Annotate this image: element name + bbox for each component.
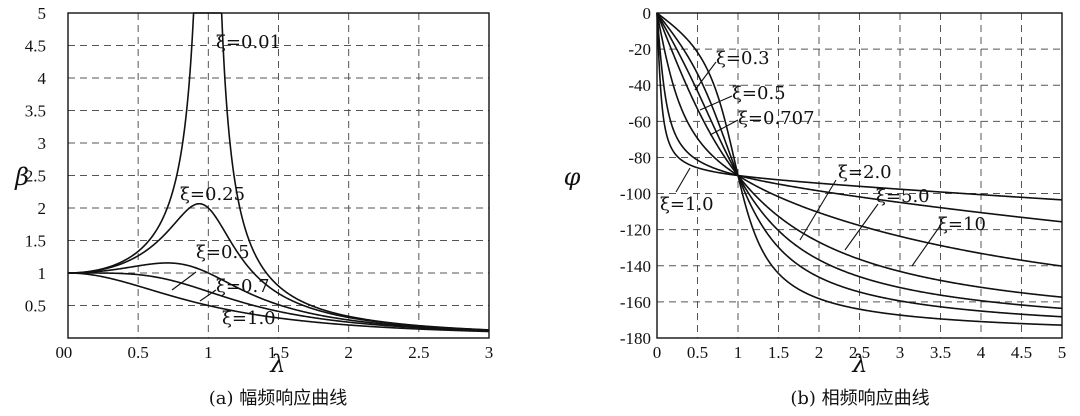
- amplitude-y-tick-labels: 0.5 1 1.5 2 2.5 3 3.5 4 4.5 5: [25, 4, 47, 316]
- amplitude-curve-xi-1: [68, 272, 490, 333]
- phase-curve-xi-0-707: [656, 12, 1063, 310]
- y-tick-label-3: 3: [38, 134, 47, 153]
- label-2-0: ξ=2.0: [838, 162, 892, 183]
- x-tick-label-0: 0: [653, 343, 662, 362]
- label-0-5: ξ=0.5: [196, 242, 250, 263]
- x-tick-label-1: 1: [204, 343, 213, 362]
- phase-response-chart: ξ=0.3 ξ=0.5 ξ=0.707 ξ=1.0 ξ=2.0 ξ=5.0 ξ=10 0 0.…: [564, 4, 1067, 409]
- y-tick-label-180: -180: [620, 329, 651, 348]
- phase-curve-xi-5: [656, 12, 1063, 223]
- y-tick-label-3-5: 3.5: [25, 102, 46, 121]
- phase-chart-caption: (b) 相频响应曲线: [790, 388, 929, 409]
- x-tick-label-4: 4: [977, 343, 986, 362]
- amplitude-grid: [68, 13, 489, 338]
- x-tick-label-3: 3: [896, 343, 905, 362]
- leader-xi-0-707: [709, 119, 739, 136]
- phase-plot-frame: [656, 12, 1063, 339]
- y-tick-label-140: -140: [620, 257, 651, 276]
- y-tick-label-2: 2: [38, 199, 47, 218]
- y-tick-label-60: -60: [628, 112, 651, 131]
- amplitude-x-tick-labels: 0 0.5 1 1.5 2 2.5 3 0: [56, 343, 494, 362]
- label-0-01: ξ=0.01: [216, 32, 281, 53]
- x-tick-label-3-5: 3.5: [930, 343, 951, 362]
- label-5-0: ξ=5.0: [876, 186, 930, 207]
- y-tick-label-1-5: 1.5: [25, 232, 46, 251]
- y-tick-label-40: -40: [628, 76, 651, 95]
- y-tick-label-2-5: 2.5: [25, 167, 46, 186]
- label-0-3: ξ=0.3: [716, 48, 770, 69]
- x-tick-label-2: 2: [815, 343, 824, 362]
- x-tick-label-0: 0: [64, 343, 73, 362]
- leader-xi-2-0: [799, 179, 837, 241]
- leader-xi-0-5: [699, 95, 733, 111]
- label-0-25: ξ=0.25: [180, 184, 245, 205]
- phase-curve-xi-0-3: [656, 12, 1063, 326]
- x-tick-label-1-5: 1.5: [768, 343, 789, 362]
- amplitude-plot-frame: [67, 12, 490, 339]
- x-tick-label-1: 1: [734, 343, 743, 362]
- x-tick-label-2-5: 2.5: [408, 343, 429, 362]
- amplitude-curve-xi-0-5: [68, 262, 490, 332]
- y-tick-label-5: 5: [38, 4, 47, 23]
- amplitude-curves: [68, 12, 490, 333]
- leader-xi-1-0: [675, 167, 691, 193]
- origin-tick-label: 0: [56, 343, 65, 362]
- y-tick-label-160: -160: [620, 293, 651, 312]
- amplitude-response-chart: ξ=0.01 ξ=0.25 ξ=0.5 ξ=0.7 ξ=1.0 0 0.5 1 1.5 2 2.5…: [14, 4, 493, 409]
- x-tick-label-2-5: 2.5: [849, 343, 870, 362]
- leader-xi-0-5: [171, 271, 197, 291]
- leader-xi-0-7: [199, 289, 217, 302]
- phase-curve-labels: ξ=0.3 ξ=0.5 ξ=0.707 ξ=1.0 ξ=2.0 ξ=5.0 ξ=10: [660, 48, 986, 235]
- phase-x-tick-labels: 0 0.5 1 1.5 2 2.5 3 3.5 4 4.5 5: [653, 343, 1067, 362]
- x-tick-label-0-5: 0.5: [128, 343, 149, 362]
- phase-curve-xi-0-5: [656, 12, 1063, 318]
- y-tick-label-4-5: 4.5: [25, 37, 46, 56]
- amplitude-curve-xi-0-25: [68, 202, 490, 331]
- label-10: ξ=10: [938, 214, 986, 235]
- phase-y-tick-labels: 0 -20 -40 -60 -80 -100 -120 -140 -160 -180: [620, 4, 651, 348]
- label-0-5: ξ=0.5: [732, 83, 786, 104]
- leader-xi-5-0: [844, 203, 879, 251]
- leader-xi-10: [911, 225, 941, 267]
- y-tick-label-100: -100: [620, 185, 651, 204]
- leader-xi-0-3: [694, 61, 717, 91]
- amplitude-y-axis-label: β: [14, 163, 29, 191]
- phase-y-axis-label: φ: [564, 163, 581, 191]
- x-tick-label-0-5: 0.5: [687, 343, 708, 362]
- phase-curve-xi-10: [656, 12, 1063, 201]
- amplitude-x-axis-label: λ: [269, 350, 285, 378]
- phase-curve-xi-2: [656, 12, 1063, 267]
- phase-curve-xi-1: [656, 12, 1063, 298]
- phase-leader-lines: [675, 61, 941, 267]
- amplitude-curve-labels: ξ=0.01 ξ=0.25 ξ=0.5 ξ=0.7 ξ=1.0: [180, 32, 281, 329]
- y-tick-label-0-5: 0.5: [25, 297, 46, 316]
- y-tick-label-120: -120: [620, 221, 651, 240]
- y-tick-label-80: -80: [628, 148, 651, 167]
- amplitude-chart-caption: (a) 幅频响应曲线: [209, 388, 348, 409]
- x-tick-label-5: 5: [1058, 343, 1067, 362]
- y-tick-label-1: 1: [38, 264, 47, 283]
- label-1-0: ξ=1.0: [222, 308, 276, 329]
- y-tick-label-0: 0: [643, 4, 652, 23]
- label-0-707: ξ=0.707: [738, 108, 815, 129]
- x-tick-label-1-5: 1.5: [268, 343, 289, 362]
- x-tick-label-2: 2: [344, 343, 353, 362]
- phase-x-axis-label: λ: [851, 350, 867, 378]
- y-tick-label-4: 4: [38, 69, 47, 88]
- phase-curves: [656, 12, 1063, 326]
- amplitude-leader-lines: [171, 271, 217, 302]
- x-tick-label-4-5: 4.5: [1011, 343, 1032, 362]
- y-tick-label-20: -20: [628, 40, 651, 59]
- x-tick-label-3: 3: [485, 343, 494, 362]
- amplitude-curve-xi-0-7: [68, 272, 490, 332]
- label-0-7: ξ=0.7: [216, 276, 270, 297]
- label-1-0: ξ=1.0: [660, 194, 714, 215]
